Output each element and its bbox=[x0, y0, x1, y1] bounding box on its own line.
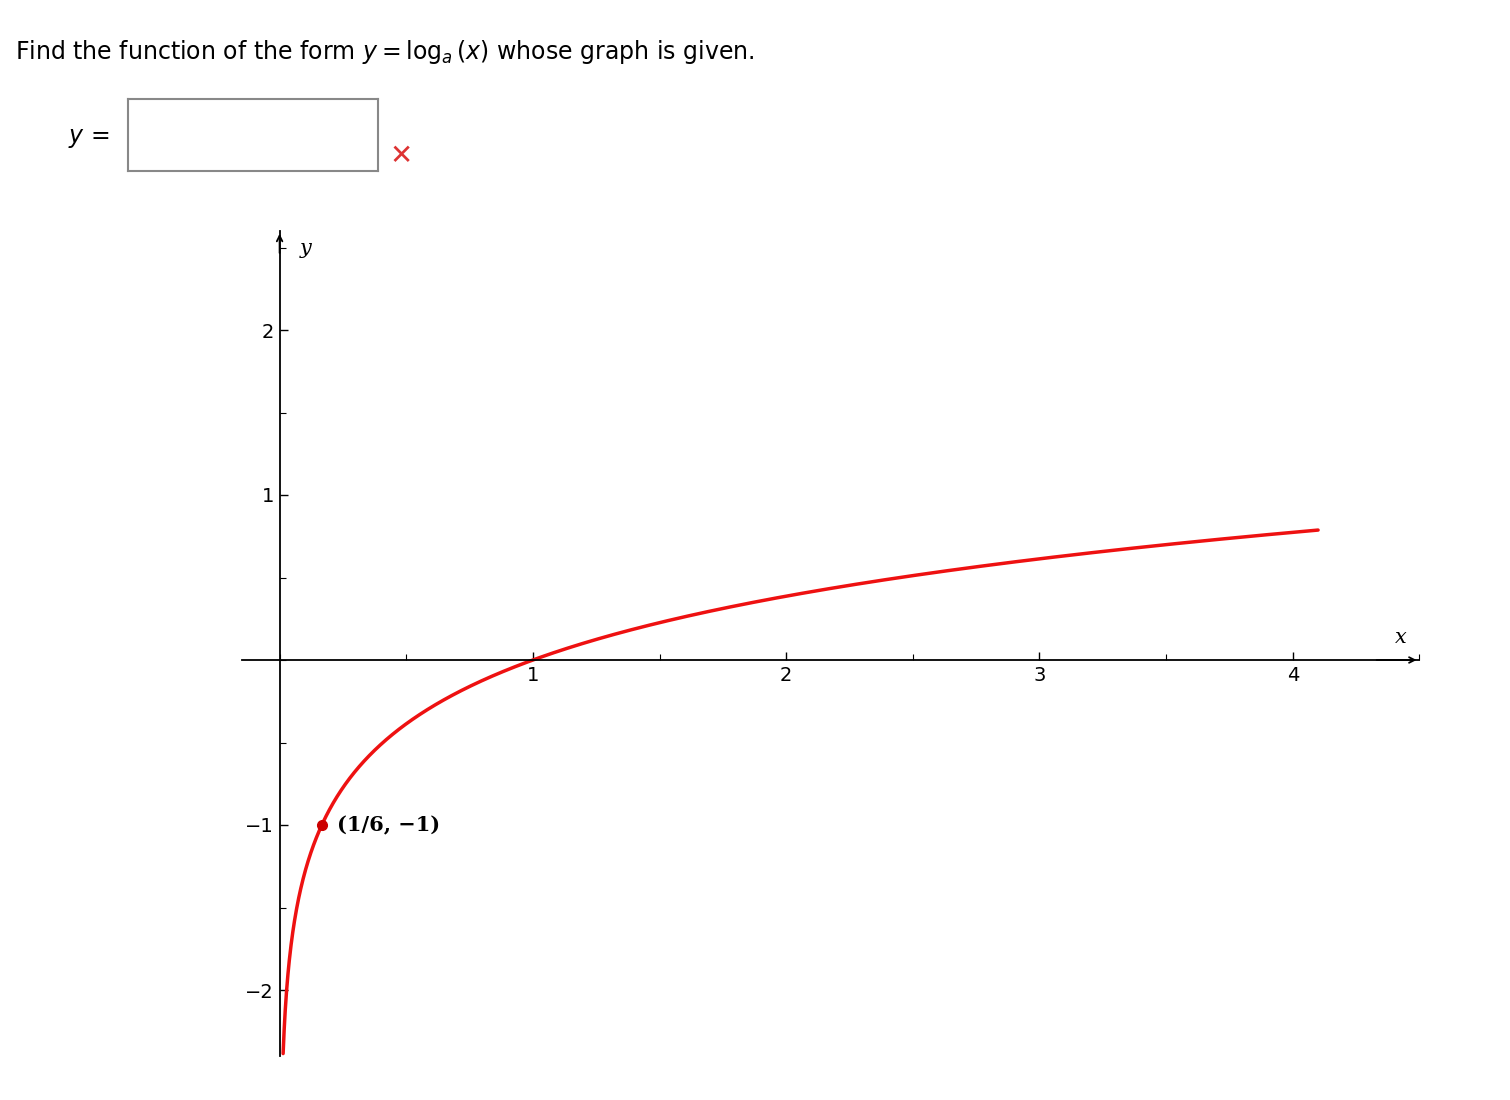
Text: (1/6, −1): (1/6, −1) bbox=[337, 815, 439, 835]
Text: Find the function of the form $y = \log_a(x)$ whose graph is given.: Find the function of the form $y = \log_… bbox=[15, 39, 755, 66]
Text: ✕: ✕ bbox=[390, 142, 412, 170]
Text: x: x bbox=[1395, 628, 1407, 647]
Text: $y$ =: $y$ = bbox=[68, 125, 109, 150]
Text: y: y bbox=[300, 240, 311, 258]
